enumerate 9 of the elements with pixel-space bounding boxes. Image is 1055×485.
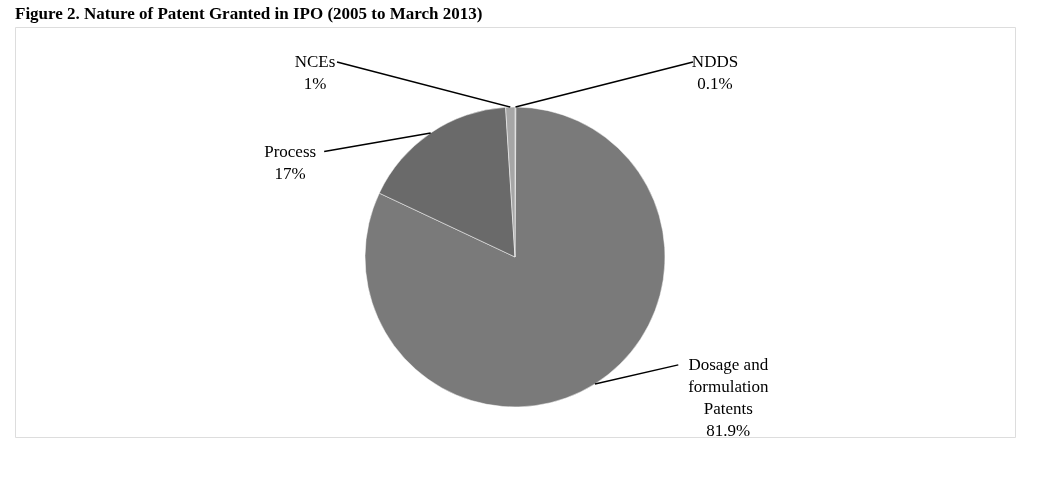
data-label: 0.1% bbox=[697, 74, 733, 93]
slice-label: NCEs bbox=[294, 52, 336, 71]
slice-label: Dosage and formulation Patents bbox=[688, 354, 769, 418]
slice-label: NDDS bbox=[691, 52, 739, 71]
data-label: 1% bbox=[303, 74, 327, 93]
chart-title: Figure 2. Nature of Patent Granted in IPO (2005 to March 2013) bbox=[15, 4, 483, 23]
slice-label: Process bbox=[264, 141, 317, 161]
data-label: 17% bbox=[274, 163, 306, 183]
data-label: 81.9% bbox=[706, 420, 751, 440]
